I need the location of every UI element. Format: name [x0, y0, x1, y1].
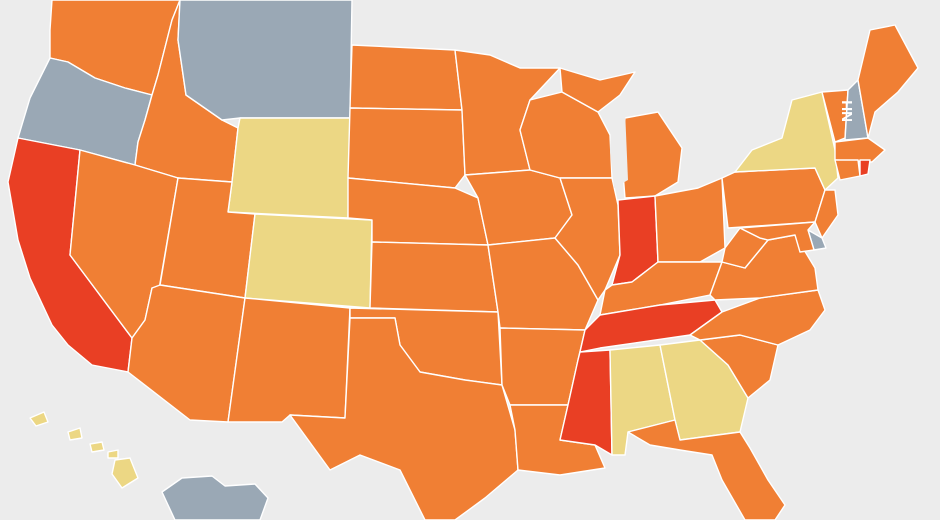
state-massachusetts[interactable]: [834, 137, 886, 163]
state-connecticut[interactable]: [834, 159, 861, 181]
state-rhode-island[interactable]: [859, 159, 871, 177]
state-pennsylvania[interactable]: [721, 167, 826, 229]
state-ohio[interactable]: [654, 177, 726, 263]
state-maine[interactable]: [857, 24, 919, 139]
lake-michigan: [610, 110, 628, 188]
state-new-york[interactable]: [734, 91, 839, 191]
state-texas[interactable]: [289, 317, 519, 520]
state-maryland[interactable]: [739, 221, 816, 253]
state-alaska[interactable]: [161, 475, 269, 520]
state-new-mexico[interactable]: [227, 297, 351, 423]
state-new-jersey[interactable]: [814, 189, 839, 239]
state-north-dakota[interactable]: [349, 44, 463, 111]
state-south-dakota[interactable]: [347, 107, 466, 189]
state-colorado[interactable]: [244, 213, 373, 309]
new-hampshire-label: NH: [839, 100, 856, 122]
state-illinois[interactable]: [554, 177, 621, 301]
state-hawaii[interactable]: [29, 411, 139, 489]
state-florida[interactable]: [627, 419, 786, 520]
state-wyoming[interactable]: [227, 117, 351, 219]
state-kansas[interactable]: [369, 241, 499, 313]
state-montana[interactable]: [177, 0, 353, 121]
